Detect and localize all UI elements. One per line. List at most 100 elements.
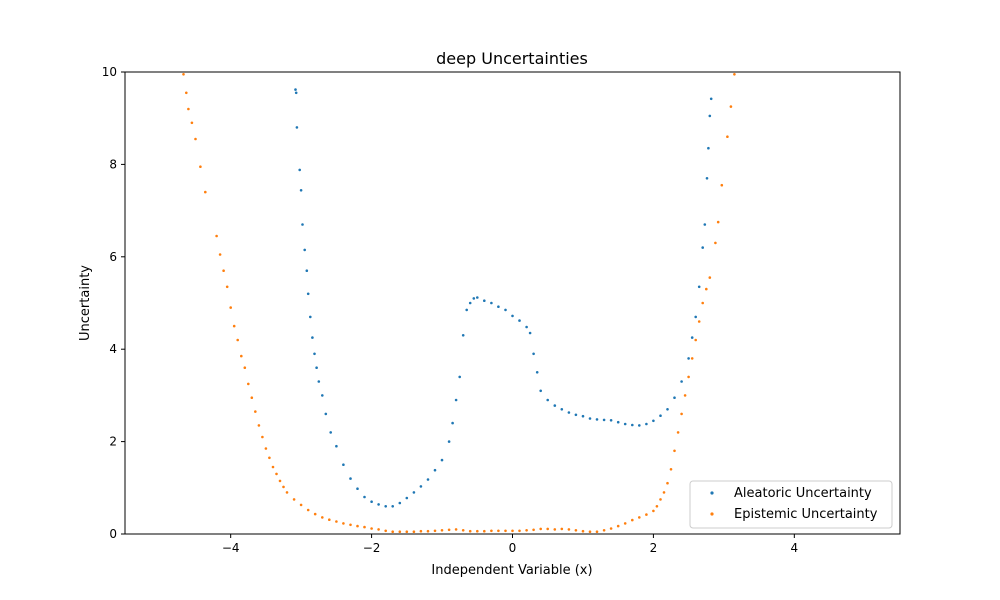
data-point <box>342 522 345 525</box>
data-point <box>461 334 465 337</box>
series-epistemic <box>182 73 736 533</box>
data-point <box>458 375 462 379</box>
data-point <box>518 529 521 533</box>
x-tick-label: −4 <box>222 541 240 555</box>
data-point <box>662 491 666 494</box>
data-point <box>701 301 704 305</box>
data-point <box>546 527 549 531</box>
data-point <box>659 414 662 418</box>
data-point <box>631 518 634 522</box>
data-point <box>451 421 454 425</box>
data-point <box>447 440 451 443</box>
data-point <box>560 408 564 411</box>
data-point <box>313 512 317 516</box>
data-point <box>609 527 613 530</box>
x-tick-label: −2 <box>363 541 381 555</box>
data-points <box>182 73 736 533</box>
data-point <box>687 357 690 360</box>
data-point <box>384 529 388 533</box>
legend: Aleatoric Uncertainty Epistemic Uncertai… <box>689 480 893 529</box>
data-point <box>194 137 197 141</box>
data-point <box>528 331 532 335</box>
data-point <box>465 308 469 312</box>
data-point <box>714 241 717 245</box>
data-point <box>311 336 314 339</box>
data-point <box>363 525 366 529</box>
data-point <box>306 508 310 512</box>
data-point <box>574 413 578 417</box>
data-point <box>405 530 409 533</box>
data-point <box>705 177 709 180</box>
data-point <box>317 380 321 383</box>
data-point <box>567 528 571 531</box>
x-tick-label: 2 <box>650 541 658 555</box>
data-point <box>511 529 514 533</box>
y-tick-label: 2 <box>109 435 117 449</box>
data-point <box>595 418 599 421</box>
data-point <box>419 485 423 488</box>
data-point <box>294 88 297 91</box>
data-point <box>454 528 458 531</box>
data-point <box>301 223 304 226</box>
data-point <box>602 529 606 532</box>
data-point <box>377 528 380 531</box>
data-point <box>553 528 557 531</box>
data-point <box>247 382 250 386</box>
data-point <box>222 269 225 273</box>
data-point <box>426 478 430 481</box>
data-point <box>328 518 331 521</box>
data-point <box>257 424 261 427</box>
y-tick-label: 4 <box>109 342 117 356</box>
x-axis-label: Independent Variable (x) <box>431 563 592 578</box>
legend-label-epistemic: Epistemic Uncertainty <box>734 507 878 522</box>
data-point <box>433 529 437 533</box>
data-point <box>356 524 359 528</box>
data-point <box>708 114 712 118</box>
data-point <box>309 315 312 319</box>
data-point <box>468 301 472 305</box>
data-point <box>412 530 416 533</box>
data-point <box>271 465 275 469</box>
data-point <box>268 456 271 460</box>
data-point <box>553 404 557 407</box>
data-point <box>616 420 620 424</box>
data-point <box>511 314 514 318</box>
data-point <box>694 338 697 342</box>
data-point <box>250 396 254 400</box>
data-point <box>676 431 680 434</box>
data-point <box>525 529 528 532</box>
data-point <box>645 422 648 426</box>
data-point <box>306 292 310 296</box>
data-point <box>567 411 571 414</box>
data-point <box>405 496 409 500</box>
data-point <box>349 477 352 480</box>
data-point <box>588 417 592 420</box>
data-point <box>655 505 659 508</box>
data-point <box>187 107 190 111</box>
data-point <box>504 308 507 312</box>
data-point <box>370 500 373 504</box>
x-tick-label: 0 <box>509 541 517 555</box>
data-point <box>275 472 278 476</box>
data-point <box>476 296 479 299</box>
x-tick-label: 4 <box>790 541 798 555</box>
data-point <box>264 447 268 450</box>
data-point <box>324 412 328 416</box>
data-point <box>440 529 444 532</box>
data-point <box>461 529 465 532</box>
data-point <box>298 168 302 172</box>
data-point <box>673 449 676 453</box>
data-point <box>342 463 345 467</box>
data-point <box>690 357 694 360</box>
data-point <box>638 424 641 427</box>
legend-marker-epistemic <box>710 512 714 516</box>
data-point <box>560 527 564 531</box>
data-point <box>468 529 472 533</box>
data-point <box>729 105 733 108</box>
data-point <box>356 487 359 491</box>
data-point <box>483 529 486 533</box>
data-point <box>476 529 479 533</box>
data-point <box>666 481 669 485</box>
data-point <box>454 398 458 402</box>
